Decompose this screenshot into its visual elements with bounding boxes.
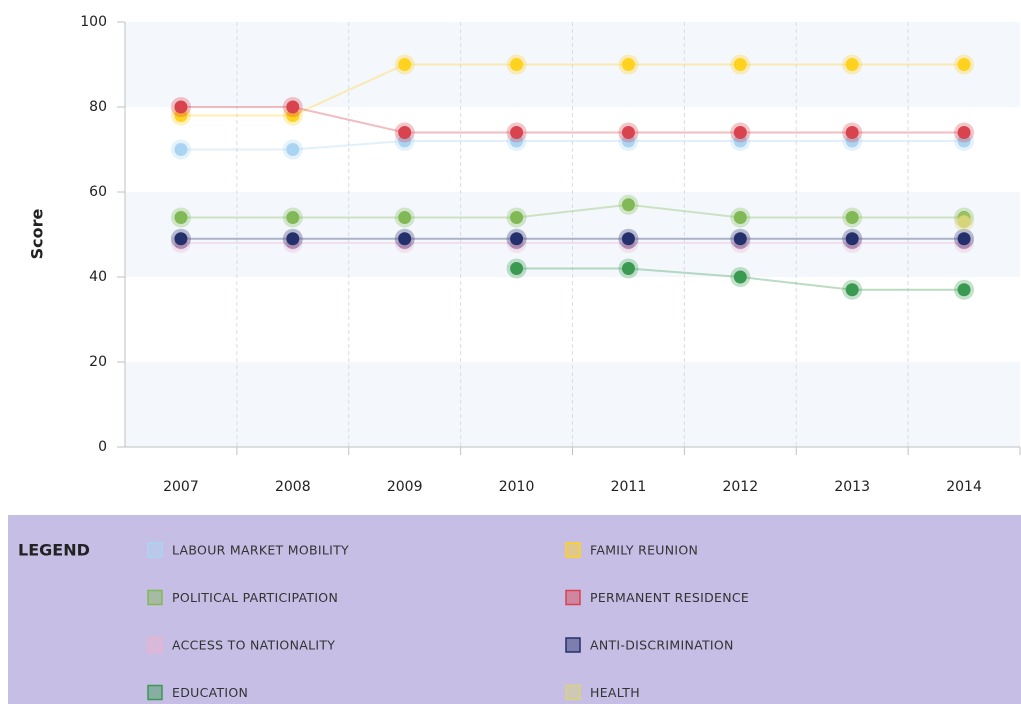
legend-swatch [147,684,163,701]
x-tick-label: 2010 [499,479,535,495]
point [510,211,524,224]
point [174,232,188,246]
legend-label: PERMANENT RESIDENCE [590,590,749,605]
point [957,126,971,139]
legend-label: ACCESS TO NATIONALITY [172,638,335,653]
x-tick-label: 2014 [946,479,982,495]
legend-label: FAMILY REUNION [590,543,698,558]
legend-box [8,515,1021,704]
point [174,100,188,114]
legend-label: ANTI-DISCRIMINATION [590,638,734,653]
legend-label: HEALTH [590,685,640,700]
point [621,232,635,246]
point [957,283,971,297]
series-line [180,106,965,134]
point [398,211,412,224]
legend-label: EDUCATION [172,685,248,700]
x-tick-label: 2008 [275,479,311,495]
point [510,126,524,139]
point [286,100,300,114]
point [845,211,859,224]
x-tick-label: 2009 [387,479,423,495]
plot-band [125,362,1020,447]
point [733,126,747,139]
point [845,232,859,246]
point [957,58,971,71]
y-tick-label: 80 [89,99,107,115]
series-line [180,63,965,117]
y-tick-label: 60 [89,184,107,200]
legend-swatch [147,542,163,558]
point [510,262,524,275]
legend-swatch [565,637,581,653]
point [733,211,747,224]
point [398,58,412,71]
point [845,126,859,139]
point [621,198,635,212]
x-tick-label: 2012 [722,479,758,495]
point [733,58,747,71]
point [398,232,412,246]
point [621,126,635,139]
point [510,58,524,71]
series-line [180,140,965,151]
x-tick-label: 2013 [834,479,870,495]
point [845,283,859,297]
point [174,211,188,224]
legend-title: LEGEND [18,541,90,560]
point [957,215,971,229]
point [733,232,747,246]
point [621,262,635,275]
point [621,58,635,71]
legend-swatch [565,684,581,701]
point [510,232,524,246]
y-tick-label: 0 [98,439,107,455]
y-axis-label: Score [28,208,47,259]
point [733,270,747,284]
y-tick-label: 40 [89,269,107,285]
x-tick-label: 2011 [611,479,647,495]
legend-label: POLITICAL PARTICIPATION [172,590,338,605]
point [174,143,188,156]
legend-swatch [565,589,581,606]
legend-label: LABOUR MARKET MOBILITY [172,543,349,558]
point [286,232,300,246]
point [286,211,300,224]
point [845,58,859,71]
x-tick-label: 2007 [163,479,199,495]
y-tick-label: 20 [89,354,107,370]
series-line [180,203,965,219]
y-tick-label: 100 [80,14,107,30]
legend-swatch [147,637,163,653]
point [957,232,971,246]
legend-swatch [565,542,581,558]
legend-swatch [147,589,163,606]
point [286,143,300,156]
point [398,126,412,139]
